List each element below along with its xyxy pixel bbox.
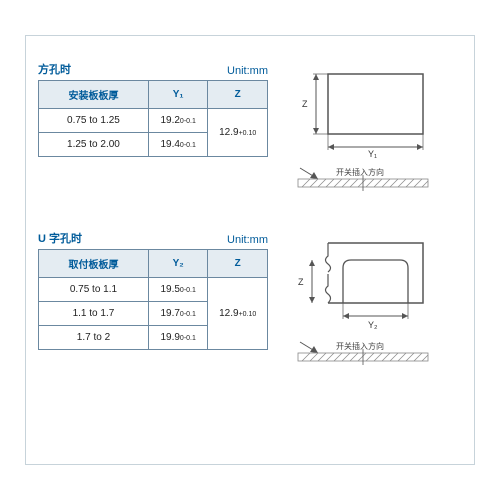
- t1-col0: 安装板板厚: [39, 81, 149, 109]
- arrow-hatch-1: 开关插入方向: [288, 165, 438, 195]
- t2-r1-thick: 1.1 to 1.7: [39, 302, 149, 326]
- t1-col2: Z: [208, 81, 268, 109]
- t1-r0-y: 19.20-0.1: [148, 109, 208, 133]
- t2-col1: Y₂: [148, 250, 208, 278]
- table2-unit: Unit:mm: [227, 234, 268, 246]
- t1-r1-y: 19.40-0.1: [148, 133, 208, 157]
- t1-r0-thick: 0.75 to 1.25: [39, 109, 149, 133]
- t2-col0: 取付板板厚: [39, 250, 149, 278]
- t2-r1-y: 19.70-0.1: [148, 302, 208, 326]
- section-square-hole: 方孔时 Unit:mm 安装板板厚 Y₁ Z 0.75 to 1.25 19.2…: [38, 61, 462, 195]
- dim-y2: Y₂: [368, 320, 378, 330]
- arrow-hatch-2: 开关插入方向: [288, 339, 438, 369]
- table1-unit: Unit:mm: [227, 65, 268, 77]
- t2-r2-y: 19.90-0.1: [148, 326, 208, 350]
- diagram2: Z Y₂: [288, 230, 448, 369]
- square-hole-svg: Z Y₁: [288, 69, 438, 159]
- t2-r2-thick: 1.7 to 2: [39, 326, 149, 350]
- table2-wrap: U 字孔时 Unit:mm 取付板板厚 Y₂ Z 0.75 to 1.1 19.…: [38, 230, 268, 369]
- dim-z1: Z: [302, 99, 308, 109]
- spec-sheet: 方孔时 Unit:mm 安装板板厚 Y₁ Z 0.75 to 1.25 19.2…: [25, 35, 475, 465]
- t2-z: 12.9+0.10: [208, 278, 268, 350]
- table1: 安装板板厚 Y₁ Z 0.75 to 1.25 19.20-0.1 12.9+0…: [38, 80, 268, 157]
- insert-row-2: 开关插入方向: [288, 339, 438, 369]
- t2-r0-thick: 0.75 to 1.1: [39, 278, 149, 302]
- insert-label-2: 开关插入方向: [336, 341, 384, 351]
- insert-row-1: 开关插入方向: [288, 165, 438, 195]
- insert-label-1: 开关插入方向: [336, 167, 384, 177]
- t1-col1: Y₁: [148, 81, 208, 109]
- t2-r0-y: 19.50-0.1: [148, 278, 208, 302]
- u-hole-svg: Z Y₂: [288, 238, 438, 333]
- t2-col2: Z: [208, 250, 268, 278]
- table2-title: U 字孔时: [38, 230, 82, 246]
- table2: 取付板板厚 Y₂ Z 0.75 to 1.1 19.50-0.1 12.9+0.…: [38, 249, 268, 350]
- table1-wrap: 方孔时 Unit:mm 安装板板厚 Y₁ Z 0.75 to 1.25 19.2…: [38, 61, 268, 195]
- diagram1: Z Y₁: [288, 61, 448, 195]
- section-u-hole: U 字孔时 Unit:mm 取付板板厚 Y₂ Z 0.75 to 1.1 19.…: [38, 230, 462, 369]
- dim-y1: Y₁: [368, 149, 377, 159]
- dim-z2: Z: [298, 277, 304, 287]
- t1-r1-thick: 1.25 to 2.00: [39, 133, 149, 157]
- t1-z: 12.9+0.10: [208, 109, 268, 157]
- table1-title: 方孔时: [38, 61, 71, 77]
